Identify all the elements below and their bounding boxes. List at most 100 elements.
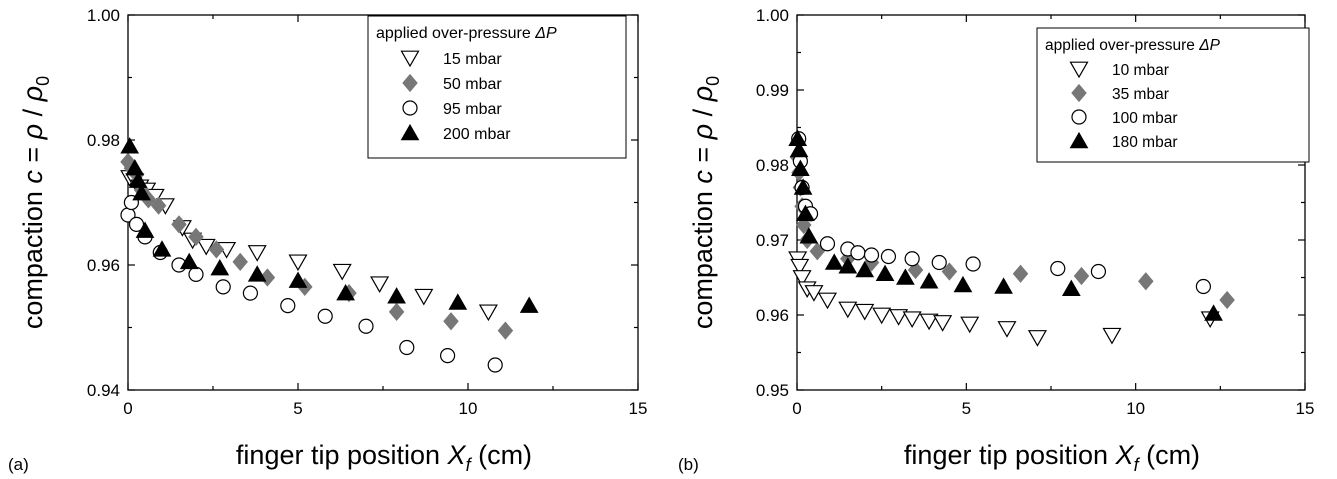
data-point (440, 348, 456, 364)
legend: applied over-pressure ΔP 10 mbar 35 mbar 10… (1036, 27, 1310, 163)
data-point (819, 236, 836, 252)
legend-marker (402, 100, 418, 116)
series-35-mbar (789, 148, 1235, 310)
y-tick-label: 0.98 (756, 156, 789, 175)
data-point (188, 266, 204, 282)
data-point (132, 184, 151, 201)
data-point (259, 268, 276, 287)
data-point (443, 312, 459, 331)
data-point (919, 313, 939, 331)
data-point (280, 298, 296, 314)
data-point (120, 137, 140, 154)
data-point (414, 288, 434, 306)
legend-entry-label: 10 mbar (1112, 62, 1169, 79)
data-point (179, 252, 199, 270)
data-point (933, 315, 953, 332)
data-point (370, 276, 390, 294)
legend-marker (1069, 131, 1089, 149)
data-point (1138, 272, 1154, 291)
legend-entry-label: 15 mbar (443, 51, 502, 68)
data-point (850, 245, 866, 261)
series-200-mbar (120, 137, 539, 313)
data-point (824, 253, 844, 270)
data-point (863, 247, 880, 263)
legend-entry-label: 180 mbar (1112, 134, 1177, 151)
data-point (799, 227, 819, 244)
data-point (128, 171, 148, 188)
data-point (125, 159, 145, 176)
legend-marker (1069, 61, 1089, 79)
x-tick-label: 15 (629, 399, 648, 418)
data-point (896, 268, 915, 285)
data-point (1061, 279, 1081, 297)
data-point (960, 316, 980, 334)
data-point (1090, 263, 1107, 280)
data-point (247, 245, 267, 262)
data-point (838, 257, 858, 274)
x-tick-label: 5 (962, 399, 971, 418)
data-point (1219, 290, 1235, 310)
legend-marker (1071, 83, 1087, 103)
data-point (789, 140, 809, 158)
data-point (791, 159, 810, 177)
legend-entry-label: 35 mbar (1112, 86, 1169, 103)
data-point (196, 238, 216, 256)
legend-marker (400, 50, 420, 68)
data-point (941, 262, 958, 281)
data-point (880, 248, 897, 265)
data-point (855, 260, 875, 278)
data-point (855, 303, 875, 321)
data-point (215, 279, 231, 295)
data-point (790, 258, 810, 276)
y-axis-title: compaction c = ρ / ρ0 (18, 76, 53, 329)
y-tick-label: 1.00 (756, 6, 789, 25)
legend-entry-label: 50 mbar (443, 76, 502, 93)
data-point (1012, 264, 1029, 283)
data-point (1073, 266, 1090, 286)
legend-entry-label: 95 mbar (443, 101, 502, 118)
data-point (208, 240, 225, 259)
data-point (399, 339, 415, 356)
y-tick-label: 0.97 (756, 231, 789, 250)
data-point (817, 292, 838, 310)
x-tick-label: 10 (459, 399, 478, 418)
data-point (994, 277, 1013, 294)
legend-marker (1071, 109, 1087, 125)
data-point (332, 263, 352, 281)
data-point (793, 178, 813, 195)
series-180-mbar (788, 129, 1223, 321)
x-tick-label: 0 (123, 399, 132, 418)
panel-a: 0 5 10 15 0.94 0.96 0.98 1.00 finger tip positio… (8, 6, 647, 475)
data-point (242, 285, 258, 301)
x-tick-label: 10 (1126, 399, 1145, 418)
data-point (336, 284, 355, 301)
y-tick-label: 1.00 (87, 6, 120, 25)
legend-entry-label: 100 mbar (1112, 110, 1177, 127)
series-15-mbar (120, 170, 498, 322)
x-tick-label: 5 (293, 399, 302, 418)
data-point (872, 307, 892, 325)
data-point (247, 265, 267, 282)
panel-label: (a) (8, 455, 29, 474)
data-point (1102, 327, 1122, 345)
legend-entry-label: 200 mbar (443, 126, 511, 143)
data-point (804, 285, 824, 302)
data-point (388, 302, 405, 321)
x-axis-title: finger tip position Xf (cm) (904, 440, 1200, 475)
data-point (965, 256, 981, 272)
panel-b: 0 5 10 15 0.95 0.96 0.97 0.98 0.99 1.00 finger tip… (678, 6, 1314, 475)
data-point (288, 271, 308, 288)
series-10-mbar (788, 251, 1220, 347)
y-tick-label: 0.99 (756, 81, 789, 100)
data-point (904, 251, 920, 267)
data-point (792, 270, 812, 287)
y-tick-label: 0.94 (87, 381, 120, 400)
panel-label: (b) (678, 455, 699, 474)
data-point (931, 254, 947, 271)
data-point (171, 215, 187, 234)
data-point (317, 308, 333, 324)
legend-title: applied over-pressure ΔP (1045, 37, 1221, 54)
y-tick-label: 0.96 (756, 306, 789, 325)
y-axis-title: compaction c = ρ / ρ0 (688, 76, 723, 329)
